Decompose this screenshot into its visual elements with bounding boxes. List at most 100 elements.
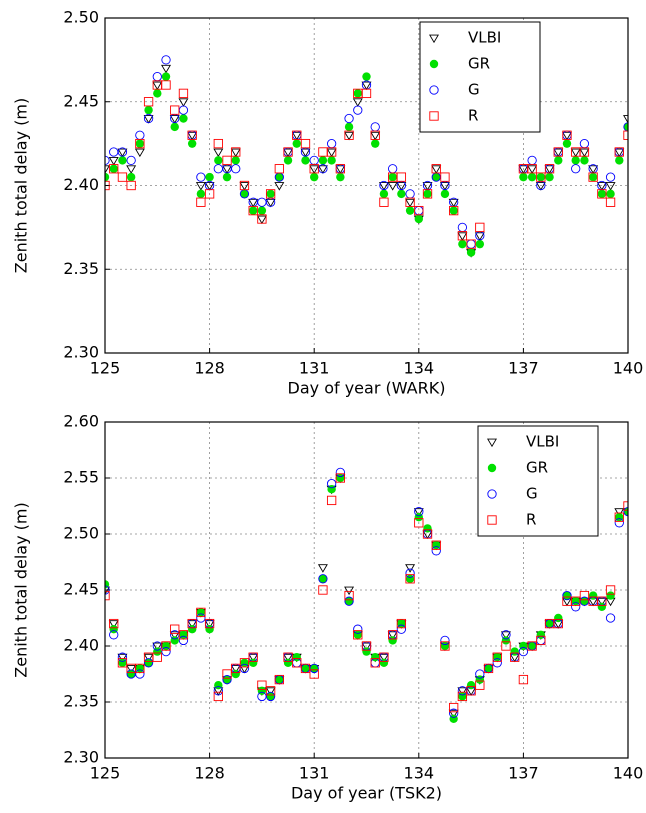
marker <box>222 669 232 679</box>
marker <box>292 658 302 668</box>
y-tick-label: 2.50 <box>63 524 99 543</box>
x-tick-label: 128 <box>194 359 225 378</box>
marker <box>527 155 537 166</box>
marker <box>108 156 119 166</box>
marker <box>266 189 275 199</box>
marker <box>457 687 468 696</box>
marker <box>135 130 145 140</box>
y-tick-label: 2.45 <box>63 91 99 110</box>
marker <box>554 156 563 165</box>
legend-label: GR <box>526 459 548 477</box>
marker <box>562 130 572 140</box>
marker <box>614 518 624 528</box>
marker <box>614 147 624 157</box>
marker <box>370 658 380 668</box>
marker <box>300 148 311 158</box>
y-tick-label: 2.45 <box>63 580 99 599</box>
legend-marker <box>429 111 439 121</box>
marker <box>309 164 319 174</box>
marker <box>440 172 450 182</box>
marker <box>153 89 162 98</box>
marker <box>231 663 241 674</box>
marker <box>510 652 520 662</box>
marker <box>239 658 250 668</box>
marker <box>117 147 128 157</box>
marker <box>439 182 450 191</box>
marker <box>605 172 616 182</box>
marker <box>265 189 276 199</box>
marker <box>605 197 616 207</box>
marker <box>544 164 555 174</box>
marker <box>248 206 258 215</box>
marker <box>265 691 276 702</box>
marker <box>196 172 206 182</box>
marker <box>396 172 407 182</box>
marker <box>623 122 628 132</box>
marker <box>318 585 328 595</box>
marker <box>170 105 180 115</box>
marker <box>414 214 423 224</box>
marker <box>291 131 302 141</box>
marker <box>222 155 232 166</box>
marker <box>344 113 354 124</box>
marker <box>544 165 555 174</box>
marker <box>161 64 172 74</box>
marker <box>379 652 389 662</box>
marker <box>397 189 406 199</box>
marker <box>301 156 310 165</box>
marker <box>257 197 267 207</box>
y-tick-label: 2.40 <box>63 636 99 655</box>
marker <box>432 172 441 182</box>
marker <box>466 248 476 257</box>
x-tick-label: 137 <box>508 359 539 378</box>
marker <box>405 206 415 215</box>
marker <box>579 148 590 158</box>
marker <box>196 197 206 207</box>
marker <box>352 98 363 107</box>
marker <box>283 156 293 165</box>
y-tick-label: 2.30 <box>63 748 99 767</box>
legend-box <box>419 21 541 133</box>
marker <box>335 165 346 174</box>
y-tick-label: 2.35 <box>63 692 99 711</box>
marker <box>105 580 110 589</box>
marker <box>143 97 154 107</box>
marker <box>371 139 380 148</box>
marker <box>300 663 311 674</box>
marker <box>336 172 345 182</box>
marker <box>475 239 485 249</box>
marker <box>135 138 145 149</box>
marker <box>457 222 468 233</box>
legend-marker <box>429 59 439 69</box>
marker <box>317 165 328 174</box>
marker <box>605 182 616 191</box>
marker <box>135 663 145 674</box>
marker <box>310 172 319 182</box>
marker <box>178 105 189 115</box>
marker <box>248 205 258 216</box>
marker <box>414 506 424 517</box>
marker <box>257 680 267 690</box>
marker <box>597 189 607 199</box>
marker <box>405 197 415 207</box>
marker <box>300 138 311 149</box>
marker <box>449 708 459 718</box>
legend-label: G <box>468 81 480 99</box>
x-tick-label: 140 <box>613 764 644 783</box>
marker <box>440 635 450 646</box>
marker <box>126 172 136 182</box>
marker <box>492 658 502 668</box>
marker <box>545 619 554 628</box>
marker <box>265 198 276 208</box>
marker <box>117 652 128 662</box>
marker <box>580 156 589 165</box>
marker <box>396 182 407 191</box>
marker <box>187 130 197 140</box>
marker <box>109 164 119 174</box>
marker <box>623 507 628 516</box>
marker <box>353 624 363 634</box>
marker <box>256 215 267 225</box>
marker <box>178 98 189 107</box>
marker <box>370 131 381 141</box>
